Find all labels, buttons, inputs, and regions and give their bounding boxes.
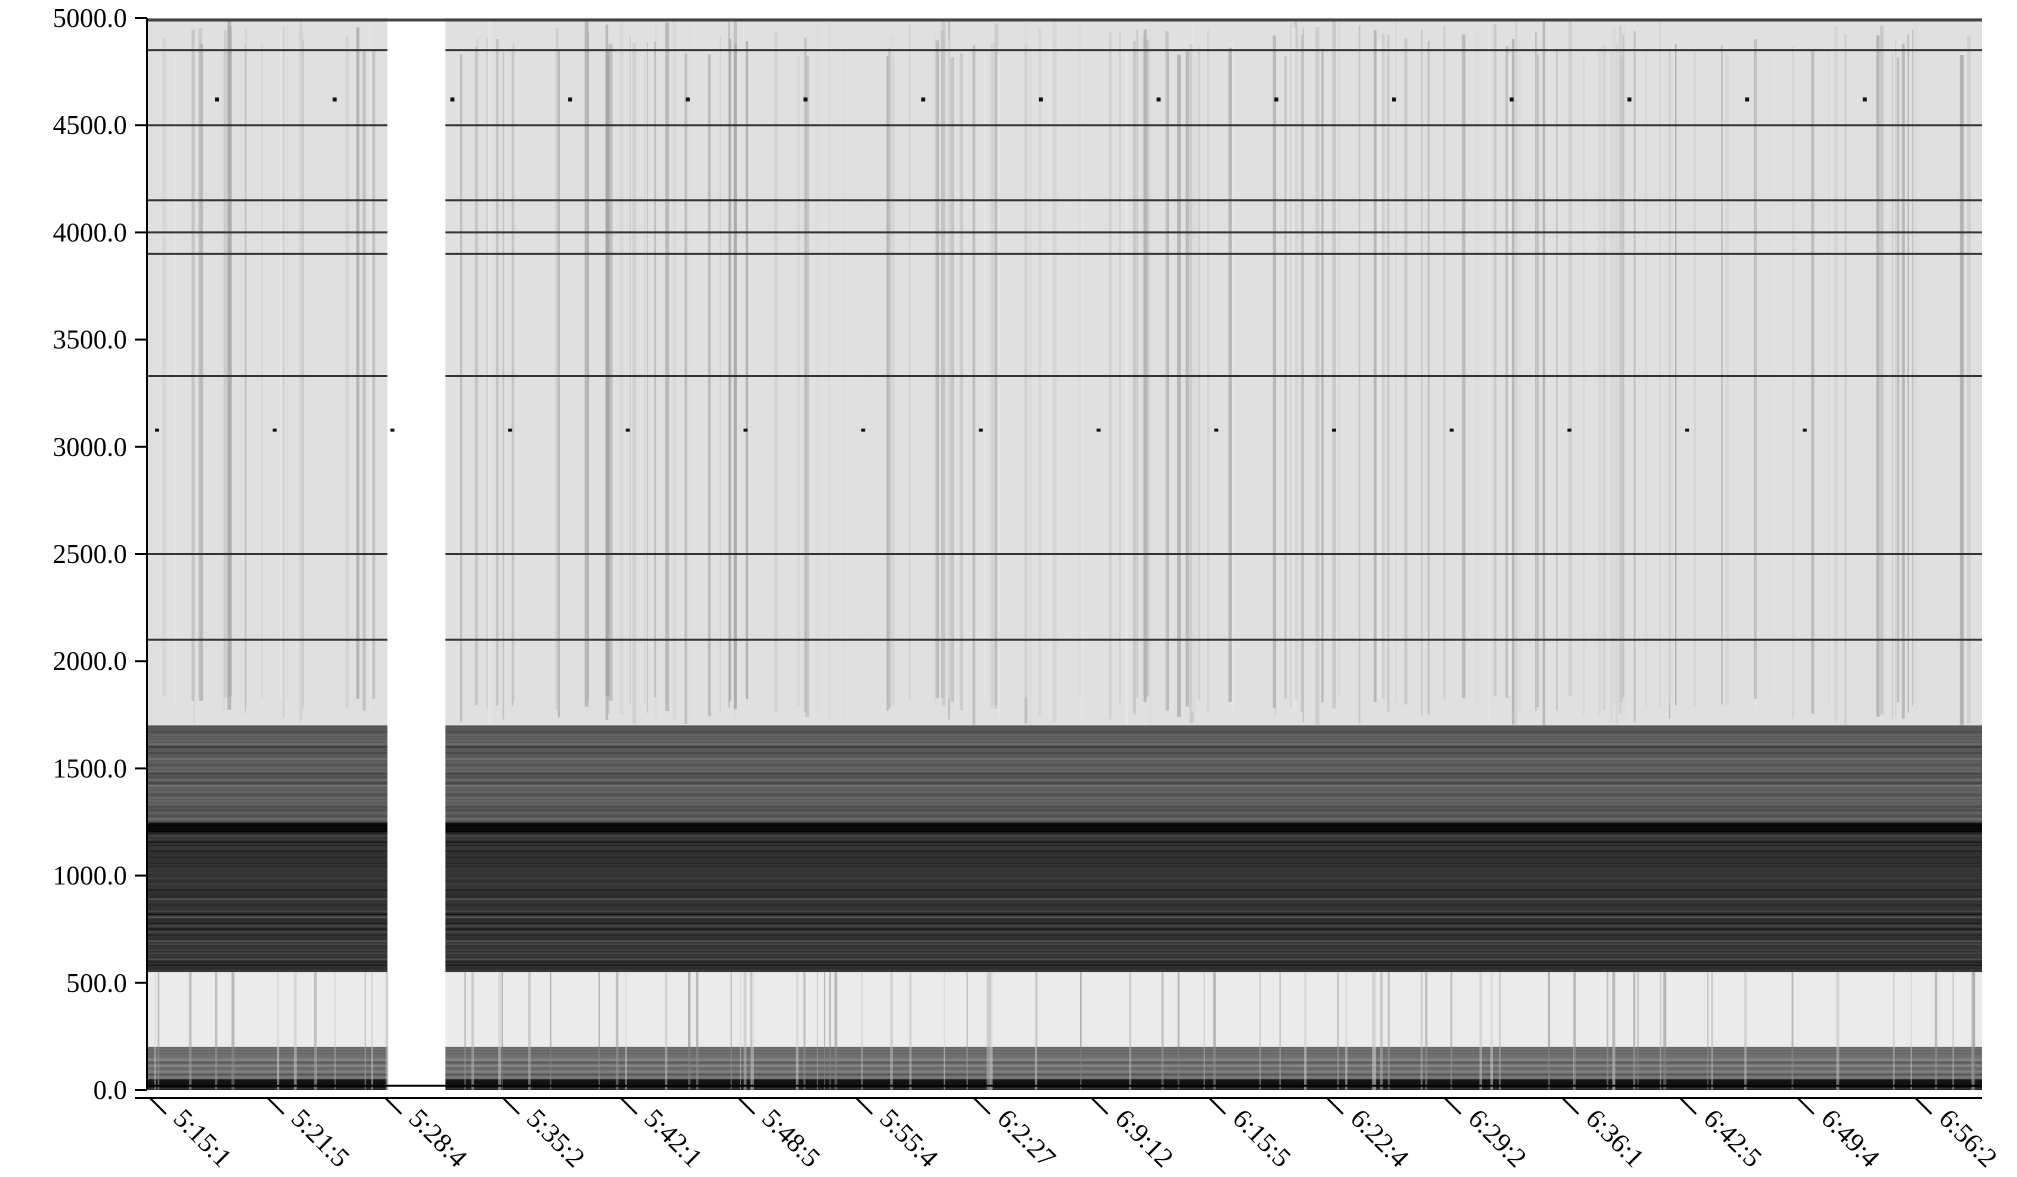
x-tick [1090,1097,1109,1115]
persistent-lines [147,18,1982,641]
intensity-band-2-0 [147,972,388,1048]
vertical-streaks [154,18,1976,1090]
x-tick-label: 6:49:4 [1816,1103,1886,1173]
x-tick-label: 5:42:1 [639,1103,709,1173]
dot-3050 [272,428,277,432]
x-axis: 5:15:1 5:21:5 5:28:4 5:35:2 5:42:1 5:48:5 5:55… [135,1097,2003,1173]
y-tick-label: 4500.0 [53,110,127,140]
y-tick-label: 3500.0 [53,325,127,355]
x-tick-label: 6:36:1 [1580,1103,1650,1173]
plot-area [147,18,1982,1090]
x-tick-label: 6:2:27 [992,1103,1062,1173]
x-tick [384,1097,403,1115]
dot-3050 [1332,428,1336,432]
x-tick-label: 5:35:2 [521,1103,591,1173]
dot-4600 [450,97,455,102]
dot-4600 [1627,97,1632,102]
x-tick [1561,1097,1580,1115]
x-tick-label: 6:29:2 [1462,1103,1532,1173]
x-tick [149,1097,167,1115]
dot-3050 [155,428,159,432]
intensity-band-0-0 [147,1079,388,1090]
y-tick-label: 1500.0 [53,753,127,783]
dot-4600 [332,97,337,102]
x-tick-label: 6:22:4 [1345,1103,1415,1173]
y-tick-label: 500.0 [66,968,127,998]
dot-3050 [390,428,395,432]
dot-4600 [1156,97,1161,102]
x-tick [1326,1097,1344,1115]
y-tick-label: 4000.0 [53,217,127,247]
x-tick-label: 6:9:12 [1109,1103,1179,1173]
x-tick [737,1097,756,1115]
dot-3050 [1685,428,1690,432]
x-tick [1443,1097,1462,1115]
x-tick [1797,1097,1815,1115]
x-tick-label: 5:28:4 [403,1103,473,1173]
dot-3050 [743,428,748,432]
dot-3050 [1567,428,1572,432]
intensity-band-6-0 [147,18,388,726]
dot-4600 [568,97,573,102]
x-tick-label: 5:55:4 [874,1103,944,1173]
y-tick-label: 0.0 [93,1075,127,1105]
dot-4600 [1509,97,1514,102]
x-tick [973,1097,991,1115]
y-tick-label: 1000.0 [53,861,127,891]
dot-3050 [1096,428,1101,432]
x-tick [266,1097,285,1115]
dot-3050 [1214,428,1219,432]
y-tick-label: 2000.0 [53,646,127,676]
dot-4600 [1038,97,1043,102]
x-tick-label: 6:42:5 [1698,1103,1768,1173]
y-tick-label: 5000.0 [53,3,127,33]
dot-3050 [508,428,513,432]
dot-4600 [803,97,808,102]
x-tick-label: 5:48:5 [756,1103,826,1173]
dot-4600 [1862,97,1867,102]
dot-4600 [215,97,219,102]
periodic-dots [155,97,1867,432]
y-tick-label: 3000.0 [53,432,127,462]
dot-4600 [1745,97,1750,102]
x-tick-label: 5:21:5 [285,1103,355,1173]
dot-3050 [625,428,630,432]
x-tick [620,1097,638,1115]
x-tick-label: 6:15:5 [1227,1103,1297,1173]
dot-3050 [1802,428,1807,432]
x-tick-label: 6:56:2 [1933,1103,2003,1173]
x-tick-label: 5:15:1 [168,1103,238,1173]
y-axis: 0.0 500.0 1000.0 1500.0 2000.0 2500.0 3000.0 35… [53,3,148,1105]
dot-4600 [1274,97,1279,102]
dot-3050 [861,428,866,432]
x-tick [1914,1097,1933,1115]
intensity-band-4-1 [445,822,1982,833]
band-texture [147,725,1982,1090]
dot-4600 [685,97,690,102]
x-tick [502,1097,520,1115]
x-tick [855,1097,873,1115]
x-tick [1208,1097,1227,1115]
intensity-band-4-0 [147,822,388,833]
dot-4600 [1392,97,1396,102]
x-tick [1679,1097,1697,1115]
dot-4600 [921,97,926,102]
y-tick-label: 2500.0 [53,539,127,569]
dot-3050 [1449,428,1454,432]
dot-3050 [978,428,983,432]
